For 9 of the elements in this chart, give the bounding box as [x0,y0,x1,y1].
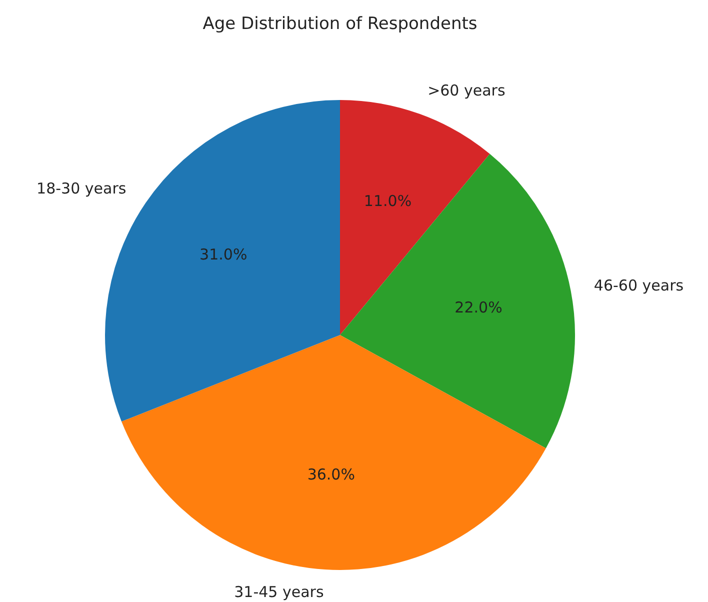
slice-label: 31-45 years [234,582,324,601]
data-label: 31.0% [200,246,248,264]
data-label: 11.0% [364,192,412,210]
data-label: 36.0% [307,466,355,484]
slice-label: >60 years [428,82,506,100]
data-label: 22.0% [454,298,502,316]
chart-title: Age Distribution of Respondents [202,14,478,34]
slice-label: 18-30 years [36,180,126,198]
slice-label: 46-60 years [594,276,684,294]
